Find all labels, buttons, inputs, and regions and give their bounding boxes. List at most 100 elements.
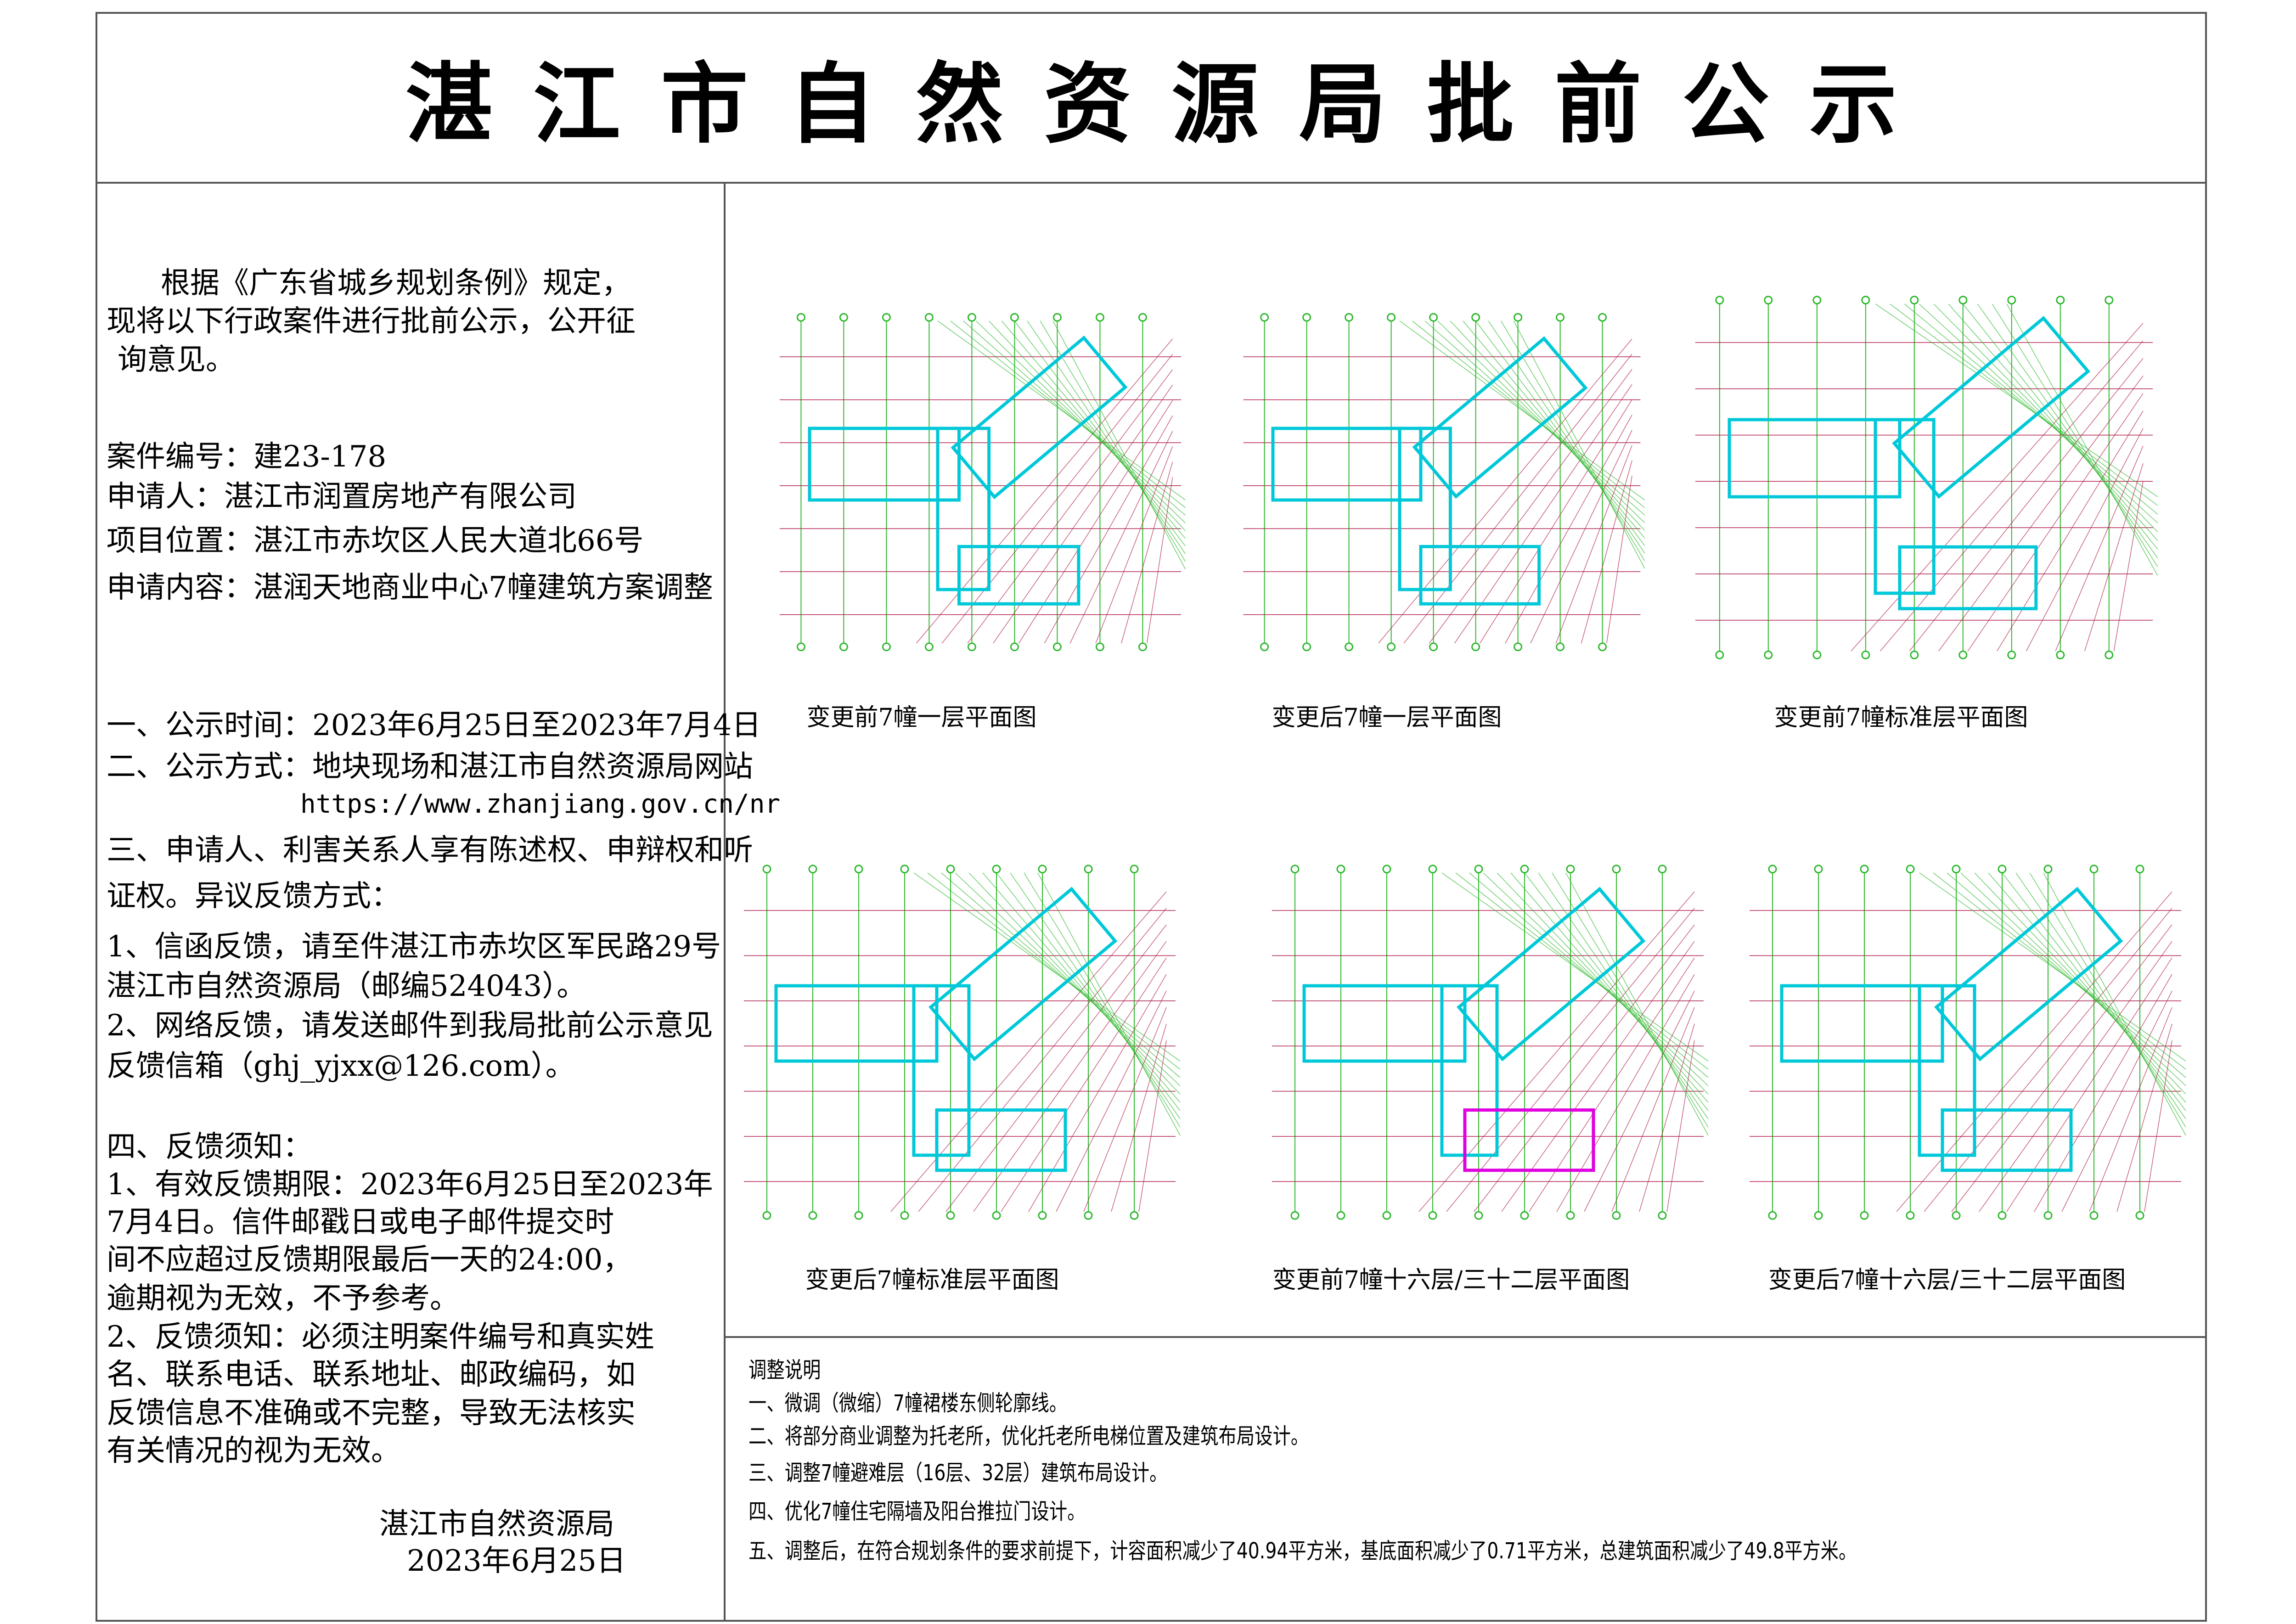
- notes-divider: [724, 1336, 2207, 1338]
- diagonal-grid: [2043, 872, 2186, 1136]
- application-content: 申请内容：湛润天地商业中心7幢建筑方案调整: [107, 571, 713, 605]
- grid-bubble: [1471, 642, 1480, 652]
- grid-bubble: [808, 865, 817, 874]
- diagonal-grid: [1450, 320, 1645, 531]
- case-number: 案件编号：建23-178: [107, 440, 387, 474]
- diagonal-axis: [1997, 410, 2144, 652]
- grid-bubble: [1910, 650, 1919, 659]
- diagonal-grid: [963, 320, 1186, 516]
- grid-bubble: [1658, 865, 1667, 874]
- diagonal-axis: [2084, 463, 2144, 652]
- diagonal-grid: [2002, 872, 2186, 1111]
- diagonal-axis: [1446, 908, 1695, 1212]
- diagonal-grid: [1412, 320, 1645, 508]
- grid-bubble: [1764, 650, 1773, 659]
- diagonal-axis: [2089, 1007, 2172, 1212]
- grid-bubble: [2135, 865, 2144, 874]
- grid-bubble: [1095, 642, 1104, 652]
- preamble-line-3: 询意见。: [118, 343, 235, 377]
- diagonal-grid: [1469, 872, 1709, 1078]
- grid-bubble: [1290, 1211, 1300, 1220]
- grid-bubble: [1010, 313, 1019, 322]
- grid-bubble: [1812, 296, 1822, 305]
- floor-plan-drawing: [744, 865, 1181, 1220]
- tower-wing: [929, 887, 1118, 1062]
- grid-bubble: [2089, 1211, 2099, 1220]
- grid-bubble: [1612, 865, 1621, 874]
- diagonal-grid: [950, 320, 1186, 508]
- diagonal-grid: [1399, 320, 1645, 500]
- diagonal-grid: [2015, 872, 2186, 1119]
- diagonal-grid: [913, 872, 1181, 1062]
- grid-bubble: [1382, 1211, 1391, 1220]
- floor-plan-drawing: [1272, 865, 1709, 1220]
- diagonal-grid: [1947, 872, 2186, 1078]
- preamble-line-2: 现将以下行政案件进行批前公示，公开征: [107, 304, 636, 338]
- diagonal-grid: [1565, 872, 1709, 1136]
- diagonal-grid: [1424, 320, 1645, 516]
- grid-bubble: [1520, 1211, 1529, 1220]
- grid-bubble: [762, 865, 771, 874]
- grid-bubble: [2043, 1211, 2053, 1220]
- diagonal-axis: [1924, 908, 2172, 1212]
- grid-bubble: [1260, 642, 1269, 652]
- diagonal-grid: [1904, 303, 2158, 515]
- applicant: 申请人：湛江市润置房地产有限公司: [107, 480, 577, 514]
- frame-left: [96, 12, 97, 1622]
- diagonal-grid: [2006, 303, 2158, 576]
- west-wing: [1302, 984, 1467, 1063]
- grid-bubble: [1382, 865, 1391, 874]
- diagonal-grid: [941, 872, 1181, 1078]
- diagonal-grid: [1001, 320, 1186, 539]
- south-wing: [935, 1108, 1067, 1172]
- grid-bubble: [1764, 296, 1773, 305]
- grid-bubble: [1514, 642, 1523, 652]
- diagonal-grid: [1475, 320, 1645, 546]
- grid-bubble: [1958, 650, 1968, 659]
- grid-bubble: [967, 642, 976, 652]
- floor-plan-drawing: [1750, 865, 2186, 1220]
- diagonal-grid: [1052, 320, 1186, 570]
- grid-bubble: [924, 313, 934, 322]
- grid-bubble: [1084, 865, 1093, 874]
- diagonal-axis: [1880, 340, 2144, 652]
- grid-bubble: [1138, 642, 1147, 652]
- diagonal-axis: [1556, 974, 1695, 1212]
- diagonal-axis: [1501, 941, 1695, 1212]
- grid-bubble: [1514, 313, 1523, 322]
- tower-wing: [1934, 887, 2123, 1062]
- tower-wing: [951, 335, 1128, 500]
- grid-bubble: [1336, 1211, 1345, 1220]
- grid-bubble: [1095, 313, 1104, 322]
- notice-line: 名、联系电话、联系地址、邮政编码，如: [107, 1358, 636, 1392]
- notice-line: 2、网络反馈，请发送邮件到我局批前公示意见: [107, 1009, 713, 1043]
- diagonal-grid: [1463, 320, 1645, 539]
- west-wing: [1271, 427, 1423, 502]
- notice-line: 一、公示时间：2023年6月25日至2023年7月4日: [107, 708, 761, 742]
- tower-wing: [1457, 887, 1646, 1062]
- diagonal-grid: [1024, 872, 1181, 1128]
- diagonal-axis: [1083, 1007, 1167, 1212]
- grid-bubble: [1345, 642, 1354, 652]
- floor-plan-drawing: [1243, 313, 1645, 652]
- diagonal-grid: [2029, 872, 2186, 1128]
- grid-bubble: [1302, 313, 1311, 322]
- diagonal-grid: [1890, 303, 2158, 506]
- grid-bubble: [1387, 313, 1396, 322]
- grid-bubble: [1906, 1211, 1915, 1220]
- drawing-caption: 变更后7幢十六层/三十二层平面图: [1768, 1266, 2126, 1294]
- south-wing: [1941, 1108, 2073, 1172]
- diagonal-axis: [1474, 924, 1695, 1212]
- grid-bubble: [1952, 865, 1961, 874]
- grid-bubble: [2056, 650, 2065, 659]
- diagonal-axis: [1951, 924, 2172, 1212]
- drawing-caption: 变更前7幢标准层平面图: [1774, 704, 2028, 731]
- diagonal-axis: [1095, 446, 1173, 644]
- floor-plan-drawing: [1695, 296, 2158, 659]
- grid-bubble: [1052, 313, 1062, 322]
- diagonal-axis: [1581, 460, 1632, 644]
- west-wing: [808, 427, 961, 502]
- grid-bubble: [2089, 865, 2099, 874]
- diagonal-grid: [1524, 872, 1709, 1111]
- grid-bubble: [1598, 313, 1607, 322]
